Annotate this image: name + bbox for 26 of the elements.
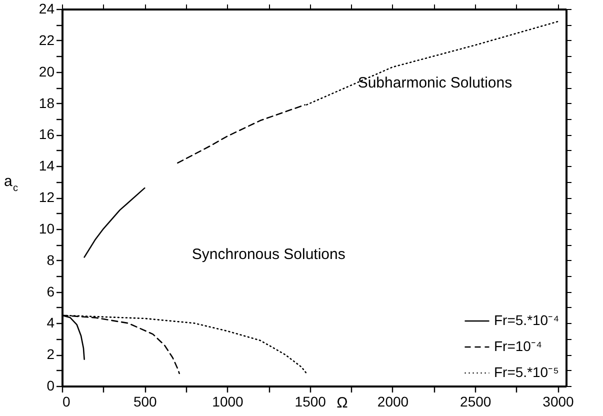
x-tick-label: 0 bbox=[62, 394, 70, 410]
y-tick-label: 8 bbox=[46, 252, 55, 268]
x-tick-label: 3000 bbox=[542, 394, 574, 410]
y-tick-label: 24 bbox=[38, 0, 55, 16]
y-tick-label: 12 bbox=[38, 189, 55, 205]
annotation: Subharmonic Solutions bbox=[358, 74, 512, 92]
y-tick-label: 6 bbox=[46, 283, 55, 300]
y-tick-label: 22 bbox=[38, 32, 55, 48]
legend-label: Fr=5.*10⁻⁴ bbox=[494, 312, 560, 328]
y-tick-label: 16 bbox=[38, 126, 55, 142]
x-tick-label: 2500 bbox=[460, 394, 492, 410]
legend-label: Fr=10⁻⁴ bbox=[494, 338, 542, 354]
x-tick-label: 1500 bbox=[294, 394, 326, 410]
x-tick-label: 500 bbox=[133, 394, 158, 410]
x-tick-label: 1000 bbox=[212, 394, 244, 410]
y-tick-label: 4 bbox=[46, 314, 55, 331]
y-tick-label: 0 bbox=[46, 378, 55, 394]
y-tick-label: 18 bbox=[38, 94, 55, 111]
y-tick-label: 2 bbox=[46, 346, 55, 362]
annotation: Synchronous Solutions bbox=[192, 246, 346, 264]
y-tick-label: 14 bbox=[38, 158, 55, 174]
x-axis-title: Ω bbox=[336, 394, 348, 412]
y-tick-label: 10 bbox=[38, 220, 55, 236]
x-tick-label: 2000 bbox=[377, 394, 409, 410]
legend-label: Fr=5.*10⁻⁵ bbox=[494, 364, 559, 380]
y-tick-label: 20 bbox=[38, 63, 55, 80]
